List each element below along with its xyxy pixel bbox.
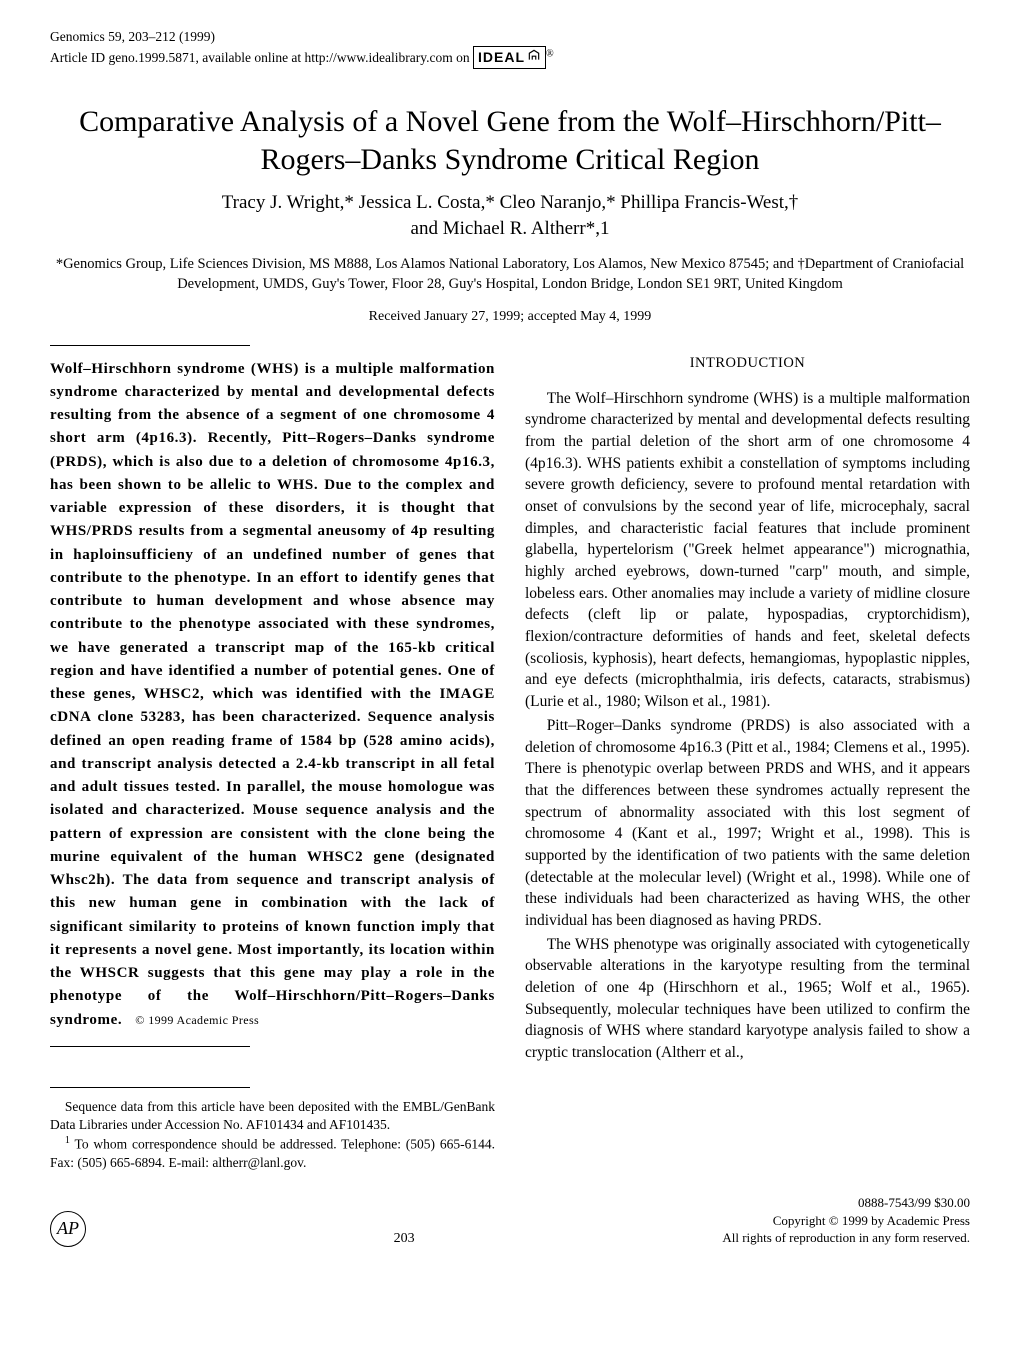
footnote-sup: 1 xyxy=(65,1135,70,1146)
intro-paragraph-2: Pitt–Roger–Danks syndrome (PRDS) is also… xyxy=(525,715,970,932)
abstract-rule-top xyxy=(50,345,250,346)
footnote-sequence: Sequence data from this article have bee… xyxy=(50,1098,495,1134)
footer-issn: 0888-7543/99 $30.00 xyxy=(722,1194,970,1212)
ideal-reg: ® xyxy=(546,49,554,60)
abstract-copyright: © 1999 Academic Press xyxy=(135,1013,259,1027)
footer-page-number: 203 xyxy=(86,1231,722,1247)
abstract: Wolf–Hirschhorn syndrome (WHS) is a mult… xyxy=(50,358,495,1032)
library-icon xyxy=(527,48,541,67)
page-footer: AP 203 0888-7543/99 $30.00 Copyright © 1… xyxy=(50,1194,970,1247)
footnotes-rule xyxy=(50,1087,250,1088)
article-title: Comparative Analysis of a Novel Gene fro… xyxy=(60,103,960,178)
authors: Tracy J. Wright,* Jessica L. Costa,* Cle… xyxy=(50,190,970,241)
ideal-text: IDEAL xyxy=(478,48,525,67)
abstract-rule-bottom xyxy=(50,1046,250,1047)
authors-line-2: and Michael R. Altherr*,1 xyxy=(50,216,970,242)
intro-paragraph-3: The WHS phenotype was originally associa… xyxy=(525,934,970,1064)
footer-left: AP xyxy=(50,1211,86,1247)
right-column: INTRODUCTION The Wolf–Hirschhorn syndrom… xyxy=(525,345,970,1173)
affiliations: *Genomics Group, Life Sciences Division,… xyxy=(50,255,970,294)
article-id-line: Article ID geno.1999.5871, available onl… xyxy=(50,46,554,69)
footer-copyright: Copyright © 1999 by Academic Press xyxy=(722,1212,970,1230)
authors-line-1: Tracy J. Wright,* Jessica L. Costa,* Cle… xyxy=(50,190,970,216)
ideal-badge: IDEAL xyxy=(473,46,546,69)
introduction-heading: INTRODUCTION xyxy=(525,355,970,372)
journal-header: Genomics 59, 203–212 (1999) Article ID g… xyxy=(50,28,970,69)
abstract-text: Wolf–Hirschhorn syndrome (WHS) is a mult… xyxy=(50,361,495,1028)
footer-right: 0888-7543/99 $30.00 Copyright © 1999 by … xyxy=(722,1194,970,1247)
footer-rights: All rights of reproduction in any form r… xyxy=(722,1229,970,1247)
footnote-corr-text: To whom correspondence should be address… xyxy=(50,1137,495,1170)
footnote-correspondence: 1 To whom correspondence should be addre… xyxy=(50,1134,495,1172)
body-columns: Wolf–Hirschhorn syndrome (WHS) is a mult… xyxy=(50,345,970,1173)
header-meta: Genomics 59, 203–212 (1999) Article ID g… xyxy=(50,28,554,69)
intro-paragraph-1: The Wolf–Hirschhorn syndrome (WHS) is a … xyxy=(525,388,970,713)
article-id-text: Article ID geno.1999.5871, available onl… xyxy=(50,50,470,65)
left-column: Wolf–Hirschhorn syndrome (WHS) is a mult… xyxy=(50,345,495,1173)
journal-line: Genomics 59, 203–212 (1999) xyxy=(50,28,554,46)
publisher-logo: AP xyxy=(50,1211,86,1247)
received-dates: Received January 27, 1999; accepted May … xyxy=(50,309,970,325)
